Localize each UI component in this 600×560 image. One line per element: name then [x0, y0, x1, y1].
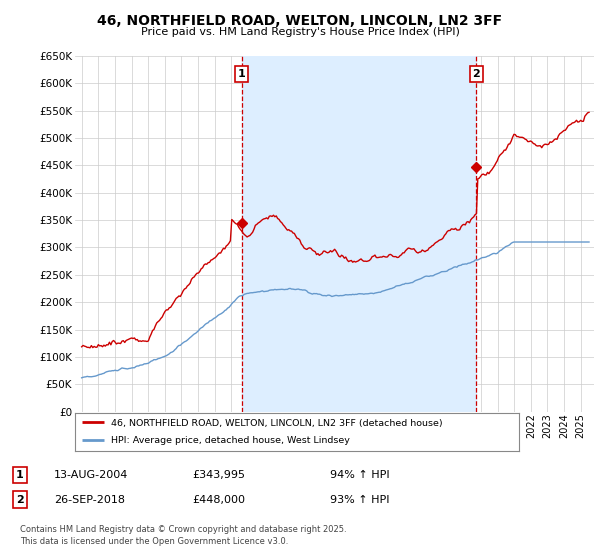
Text: 2: 2	[16, 494, 23, 505]
Text: 46, NORTHFIELD ROAD, WELTON, LINCOLN, LN2 3FF (detached house): 46, NORTHFIELD ROAD, WELTON, LINCOLN, LN…	[110, 418, 442, 427]
Text: 26-SEP-2018: 26-SEP-2018	[54, 494, 125, 505]
Text: Contains HM Land Registry data © Crown copyright and database right 2025.
This d: Contains HM Land Registry data © Crown c…	[20, 525, 346, 546]
Text: HPI: Average price, detached house, West Lindsey: HPI: Average price, detached house, West…	[110, 436, 349, 445]
Text: 46, NORTHFIELD ROAD, WELTON, LINCOLN, LN2 3FF: 46, NORTHFIELD ROAD, WELTON, LINCOLN, LN…	[97, 14, 503, 28]
Text: 1: 1	[16, 470, 23, 480]
Text: 94% ↑ HPI: 94% ↑ HPI	[330, 470, 389, 480]
Text: £343,995: £343,995	[192, 470, 245, 480]
Text: 2: 2	[473, 69, 481, 79]
Text: 93% ↑ HPI: 93% ↑ HPI	[330, 494, 389, 505]
Text: 13-AUG-2004: 13-AUG-2004	[54, 470, 128, 480]
Bar	[242, 56, 476, 412]
Text: Price paid vs. HM Land Registry's House Price Index (HPI): Price paid vs. HM Land Registry's House …	[140, 27, 460, 37]
Text: 1: 1	[238, 69, 245, 79]
Text: £448,000: £448,000	[192, 494, 245, 505]
